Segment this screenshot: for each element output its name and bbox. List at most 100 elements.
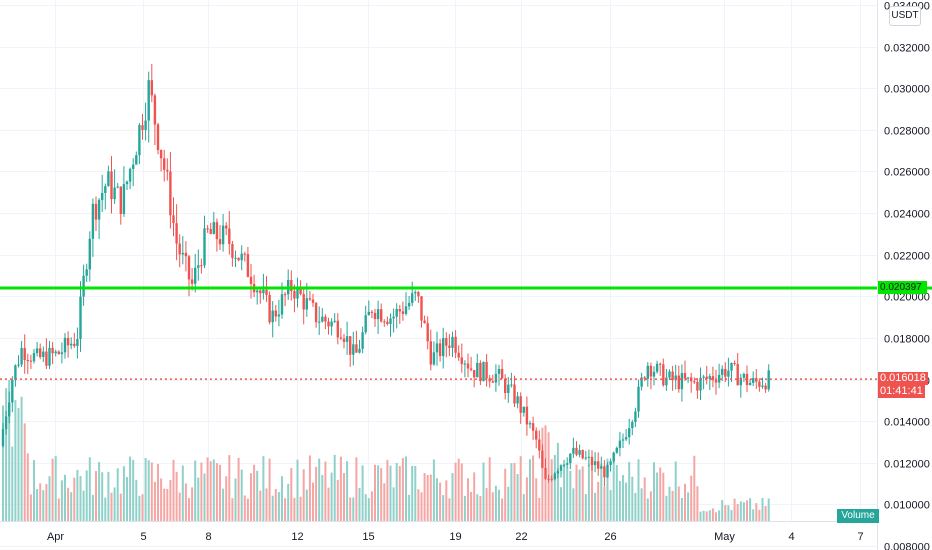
volume-bar — [228, 455, 231, 521]
candle-body — [172, 215, 175, 224]
volume-bar — [491, 492, 494, 521]
candle-body — [57, 351, 60, 355]
volume-bar — [656, 472, 659, 521]
volume-bar — [479, 496, 482, 521]
horizontal-line-price-label: 0.020397 — [878, 281, 927, 295]
volume-bar — [600, 463, 603, 521]
candle-body — [714, 380, 718, 383]
candle-body — [194, 267, 197, 284]
time-tick-label: 7 — [857, 531, 863, 543]
candle-body — [166, 169, 169, 172]
currency-unit-box[interactable]: USDT — [889, 6, 921, 26]
volume-bar — [420, 492, 423, 521]
price-tick-label: 0.032000 — [884, 43, 930, 55]
volume-bar — [504, 468, 507, 521]
candle-body — [243, 253, 246, 255]
volume-bar — [336, 479, 339, 521]
candle-body — [85, 269, 88, 276]
volume-bar — [715, 512, 717, 521]
candle-body — [469, 368, 473, 371]
candle-body — [395, 309, 398, 317]
candle-body — [280, 294, 284, 315]
candle-body — [662, 364, 665, 386]
candle-body — [249, 276, 253, 284]
candle-body — [290, 280, 293, 292]
candle-body — [234, 257, 237, 259]
candle-body — [308, 298, 312, 300]
volume-indicator-label[interactable]: Volume — [837, 509, 879, 523]
time-tick-label: 19 — [449, 531, 461, 543]
volume-bar — [194, 460, 197, 521]
candle-body — [364, 315, 367, 333]
volume-bar — [597, 481, 600, 521]
volume-bar — [259, 490, 262, 521]
volume-bar — [401, 458, 404, 521]
volume-bar — [101, 472, 104, 521]
candle-body — [435, 343, 439, 353]
volume-bar — [637, 459, 640, 521]
volume-bar — [693, 455, 696, 521]
candle-body — [82, 275, 85, 297]
volume-bar — [380, 468, 383, 521]
candle-body — [479, 362, 482, 382]
candle-body — [225, 225, 228, 229]
volume-bar — [277, 492, 280, 521]
volume-bars — [2, 380, 770, 521]
volume-bar — [405, 456, 407, 521]
volume-bar — [634, 492, 637, 521]
candle-body — [736, 363, 739, 386]
volume-bar — [330, 472, 333, 521]
candle-body — [187, 256, 191, 280]
candle-body — [665, 377, 668, 386]
candle-body — [575, 447, 578, 455]
volume-bar — [507, 486, 510, 521]
price-tick-label: 0.008000 — [884, 542, 930, 550]
volume-bar — [129, 456, 132, 521]
candle-body — [603, 466, 606, 478]
volume-bar — [243, 495, 246, 521]
volume-bar — [73, 477, 76, 521]
candle-body — [116, 186, 119, 188]
volume-bar — [556, 442, 559, 521]
volume-bar — [141, 494, 144, 521]
volume-bar — [333, 454, 336, 521]
candle-body — [581, 450, 584, 459]
candle-body — [516, 396, 519, 404]
volume-bar — [225, 476, 228, 521]
candle-body — [42, 351, 45, 358]
candle-body — [147, 80, 150, 121]
candle-body — [63, 337, 67, 353]
candle-body — [302, 294, 305, 310]
candle-body — [197, 265, 200, 268]
volume-bar — [23, 423, 26, 521]
volume-bar — [594, 492, 597, 521]
candle-body — [705, 376, 708, 379]
candle-body — [522, 406, 525, 413]
candle-body — [717, 374, 721, 383]
volume-bar — [733, 498, 736, 521]
candle-body — [70, 343, 73, 346]
volume-bar — [429, 474, 432, 521]
volume-bar — [618, 480, 621, 521]
candle-body — [488, 378, 491, 382]
volume-bar — [702, 510, 705, 521]
candle-body — [593, 461, 597, 466]
candle-body — [752, 378, 755, 383]
volume-bar — [157, 463, 159, 521]
candle-body — [296, 286, 299, 299]
volume-bar — [615, 465, 618, 521]
volume-bar — [135, 479, 138, 521]
candle-body — [758, 381, 761, 387]
candle-body — [163, 158, 166, 170]
volume-bar — [587, 464, 590, 521]
candle-body — [367, 311, 370, 316]
volume-bar — [569, 470, 572, 521]
candle-body — [569, 453, 572, 464]
candle-body — [513, 384, 516, 404]
candle-body — [618, 440, 622, 448]
candle-body — [29, 360, 33, 362]
volume-bar — [414, 465, 417, 521]
candle-body — [696, 381, 699, 391]
volume-bar — [374, 464, 376, 521]
